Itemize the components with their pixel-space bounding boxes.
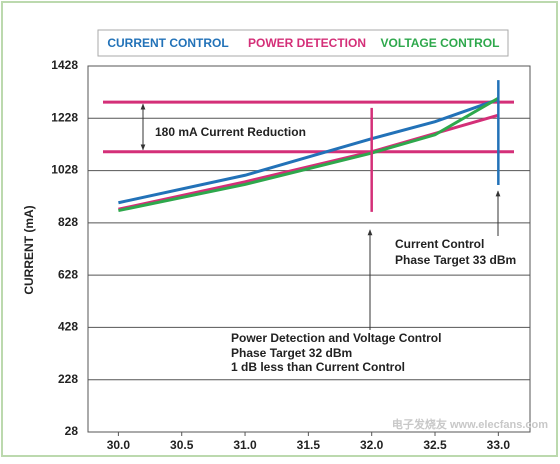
y-tick-label: 1428 [51, 58, 78, 72]
legend-entry: POWER DETECTION [248, 36, 366, 50]
annotation: Phase Target 32 dBm [231, 346, 352, 360]
x-tick-label: 32.0 [360, 438, 384, 452]
y-tick-label: 428 [58, 320, 78, 334]
y-tick-label: 628 [58, 267, 78, 281]
annotation: 1 dB less than Current Control [231, 360, 405, 374]
x-tick-label: 31.5 [297, 438, 321, 452]
y-axis-label: CURRENT (mA) [22, 205, 36, 294]
x-tick-label: 30.0 [107, 438, 131, 452]
annotation: Phase Target 33 dBm [395, 253, 516, 267]
y-tick-label: 1028 [51, 163, 78, 177]
legend-box [97, 29, 509, 57]
x-tick-label: 32.5 [423, 438, 447, 452]
x-tick-label: 33.0 [487, 438, 511, 452]
y-tick-label: 28 [65, 424, 79, 438]
legend-entry: CURRENT CONTROL [107, 36, 228, 50]
annotation: Power Detection and Voltage Control [231, 331, 441, 345]
y-tick-label: 1228 [51, 110, 78, 124]
annotation: 180 mA Current Reduction [155, 125, 306, 139]
x-tick-label: 31.0 [233, 438, 257, 452]
x-tick-label: 30.5 [170, 438, 194, 452]
legend-entry: VOLTAGE CONTROL [381, 36, 500, 50]
y-tick-label: 828 [58, 215, 78, 229]
watermark: 电子发烧友 www.elecfans.com [392, 417, 548, 431]
annotation: Current Control [395, 237, 484, 251]
y-tick-label: 228 [58, 372, 78, 386]
